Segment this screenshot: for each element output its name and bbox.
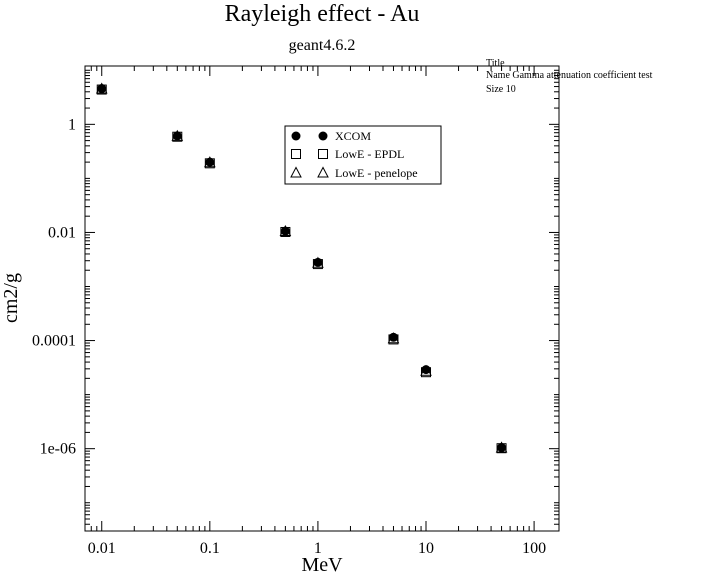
legend-box	[284, 125, 442, 185]
chart-title: Rayleigh effect - Au	[225, 1, 420, 27]
stats-line-2: Name Gamma attenuation coefficient test	[486, 70, 653, 81]
legend-label-xcom: XCOM	[335, 129, 371, 143]
x-tick-label: 10	[418, 540, 434, 557]
stats-line-1: Title	[486, 58, 505, 69]
point-lowe-penelope	[95, 82, 108, 94]
point-lowe-epdl	[96, 84, 107, 95]
point-xcom	[497, 443, 507, 453]
legend-symbol-lowe-penelope	[317, 166, 329, 178]
y-axis-label: cm2/g	[0, 273, 22, 323]
point-lowe-epdl	[172, 131, 183, 142]
point-xcom	[313, 257, 323, 267]
y-tick-label: 0.0001	[32, 333, 76, 350]
point-lowe-penelope	[204, 156, 216, 168]
stats-line-3: Size 10	[486, 84, 516, 95]
point-lowe-penelope	[495, 441, 508, 453]
x-tick-labels: 0.01 0.1 1 10 100	[88, 540, 546, 557]
x-tick-label: 1	[314, 540, 322, 557]
y-tick-label: 1e-06	[40, 441, 76, 458]
x-tick-label: 0.01	[88, 540, 116, 557]
point-lowe-epdl	[421, 367, 432, 378]
y-tick-label: 1	[68, 116, 76, 133]
stats-box: Title Name Gamma attenuation coefficient…	[486, 58, 653, 95]
point-xcom	[172, 131, 182, 141]
y-tick-label: 0.01	[48, 224, 76, 241]
point-xcom	[205, 157, 215, 167]
point-lowe-penelope	[312, 256, 324, 268]
chart-subtitle: geant4.6.2	[289, 37, 356, 54]
x-axis-label: MeV	[301, 554, 343, 574]
data-markers	[95, 82, 508, 454]
legend-label-lowe-epdl: LowE - EPDL	[335, 147, 404, 161]
legend-symbols	[290, 131, 329, 178]
axis-ticks	[84, 66, 559, 532]
point-lowe-epdl	[312, 259, 323, 270]
point-lowe-penelope	[279, 224, 292, 237]
point-lowe-penelope	[420, 364, 432, 376]
x-tick-label: 100	[522, 540, 546, 557]
legend-symbol-xcom	[291, 131, 301, 141]
point-xcom	[280, 226, 290, 236]
point-lowe-epdl	[204, 158, 215, 169]
x-tick-label: 0.1	[200, 540, 220, 557]
legend-symbol-xcom	[318, 131, 328, 141]
point-lowe-epdl	[496, 443, 507, 454]
point-lowe-epdl	[280, 226, 291, 237]
point-lowe-epdl	[388, 334, 399, 345]
point-xcom	[97, 84, 107, 94]
point-lowe-penelope	[171, 129, 184, 141]
legend-symbol-lowe-epdl	[291, 149, 301, 159]
legend: XCOM LowE - EPDL LowE - penelope	[284, 125, 442, 185]
y-tick-labels: 1e-06 0.0001 0.01 1	[32, 116, 76, 457]
point-lowe-penelope	[387, 332, 400, 344]
legend-symbol-lowe-epdl	[318, 149, 328, 159]
legend-label-lowe-penelope: LowE - penelope	[335, 166, 418, 180]
legend-symbol-lowe-penelope	[290, 166, 302, 178]
